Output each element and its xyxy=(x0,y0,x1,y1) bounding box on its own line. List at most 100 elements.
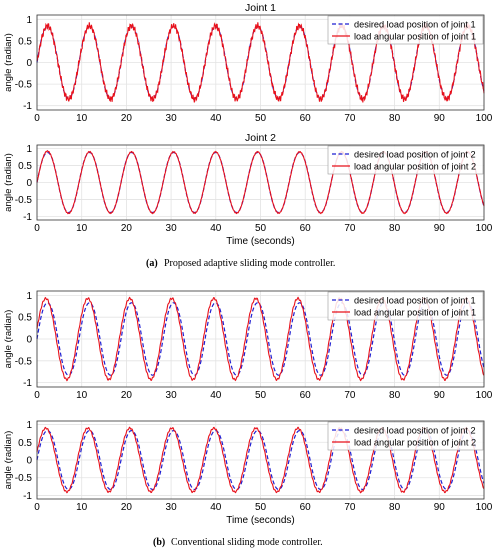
x-tick-label: 50 xyxy=(255,502,267,513)
y-tick-label: 1 xyxy=(26,144,32,155)
caption-b-text: Conventional sliding mode controller. xyxy=(171,537,323,548)
x-tick-label: 60 xyxy=(300,223,312,234)
x-tick-label: 100 xyxy=(476,113,493,124)
x-tick-label: 0 xyxy=(34,113,40,124)
legend: desired load position of joint 1 load ang… xyxy=(327,15,484,45)
chart-title: Joint 1 xyxy=(245,2,276,14)
y-tick-label: -1 xyxy=(23,491,32,502)
y-tick-label: -1 xyxy=(23,212,32,223)
y-tick-label: 0.5 xyxy=(18,36,32,47)
caption-a-text: Proposed adaptive sliding mode controlle… xyxy=(164,258,335,269)
legend-label: desired load position of joint 2 xyxy=(354,149,476,159)
y-axis-label: angle (radian) xyxy=(3,33,14,92)
y-axis-label: angle (radian) xyxy=(3,431,14,490)
legend: desired load position of joint 2 load ang… xyxy=(327,145,484,175)
legend-label: load angular position of joint 1 xyxy=(354,31,476,41)
legend-label: load angular position of joint 1 xyxy=(354,307,476,317)
y-axis-label: angle (radian) xyxy=(3,310,14,369)
series-line-actual xyxy=(36,426,485,494)
legend-box xyxy=(327,421,484,451)
caption-b-label: (b) xyxy=(153,537,165,548)
caption-b: (b) Conventional sliding mode controller… xyxy=(153,537,323,548)
x-tick-label: 30 xyxy=(166,223,178,234)
x-tick-label: 20 xyxy=(121,113,133,124)
x-tick-label: 90 xyxy=(434,390,446,401)
x-tick-label: 30 xyxy=(166,390,178,401)
x-tick-label: 60 xyxy=(300,502,312,513)
x-tick-label: 90 xyxy=(434,502,446,513)
x-tick-label: 50 xyxy=(255,390,267,401)
axes-frame xyxy=(36,290,485,388)
x-tick-label: 0 xyxy=(34,502,40,513)
x-tick-label: 10 xyxy=(76,502,88,513)
x-axis-label: Time (seconds) xyxy=(226,236,295,247)
y-tick-label: 0 xyxy=(26,178,32,189)
y-tick-label: 1 xyxy=(26,15,32,26)
x-tick-label: 90 xyxy=(434,223,446,234)
x-tick-label: 50 xyxy=(255,113,267,124)
legend-label: desired load position of joint 2 xyxy=(354,425,476,435)
y-tick-label: -0.5 xyxy=(15,195,33,206)
x-tick-label: 0 xyxy=(34,390,40,401)
y-tick-label: 0.5 xyxy=(18,438,32,449)
x-tick-label: 60 xyxy=(300,390,312,401)
y-tick-label: 0 xyxy=(26,456,32,467)
x-tick-label: 100 xyxy=(476,502,493,513)
x-tick-label: 40 xyxy=(210,223,222,234)
chart-title: Joint 2 xyxy=(245,132,276,144)
x-tick-label: 80 xyxy=(389,502,401,513)
x-tick-label: 40 xyxy=(210,113,222,124)
y-axis-label: angle (radian) xyxy=(3,153,14,212)
axes-frame xyxy=(36,420,485,500)
x-tick-label: 70 xyxy=(344,223,356,234)
legend-box xyxy=(327,291,484,321)
y-tick-label: 0 xyxy=(26,58,32,69)
x-tick-label: 10 xyxy=(76,390,88,401)
legend-label: desired load position of joint 1 xyxy=(354,19,476,29)
x-tick-label: 80 xyxy=(389,390,401,401)
series-line-actual xyxy=(36,21,485,103)
y-tick-label: -0.5 xyxy=(15,473,33,484)
x-tick-label: 70 xyxy=(344,502,356,513)
x-tick-label: 10 xyxy=(76,223,88,234)
x-tick-label: 80 xyxy=(389,223,401,234)
series-line-desired xyxy=(36,429,485,491)
x-tick-label: 20 xyxy=(121,223,133,234)
legend: desired load position of joint 2 load ang… xyxy=(327,421,484,451)
caption-a-label: (a) xyxy=(146,258,158,269)
chart-b2: 0 10 20 30 40 50 60 70 80 90 100 -1 -0.5 0 0.5 1 angle (… xyxy=(3,420,493,526)
x-axis-label: Time (seconds) xyxy=(226,515,295,526)
y-tick-label: 0.5 xyxy=(18,313,32,324)
legend-label: load angular position of joint 2 xyxy=(354,161,476,171)
axes-frame xyxy=(36,144,485,221)
y-tick-label: 1 xyxy=(26,420,32,431)
y-tick-label: 0.5 xyxy=(18,161,32,172)
chart-a2: 0 10 20 30 40 50 60 70 80 90 100 -1 -0.5 0 0.5 1 angle (… xyxy=(3,132,493,247)
x-tick-label: 10 xyxy=(76,113,88,124)
x-tick-label: 20 xyxy=(121,390,133,401)
y-tick-label: -0.5 xyxy=(15,80,33,91)
series-line-actual xyxy=(36,296,485,382)
caption-a: (a) Proposed adaptive sliding mode contr… xyxy=(146,258,335,269)
legend-label: desired load position of joint 1 xyxy=(354,295,476,305)
x-tick-label: 50 xyxy=(255,223,267,234)
x-tick-label: 30 xyxy=(166,113,178,124)
x-tick-label: 60 xyxy=(300,113,312,124)
x-tick-label: 40 xyxy=(210,390,222,401)
legend: desired load position of joint 1 load ang… xyxy=(327,291,484,321)
x-tick-label: 80 xyxy=(389,113,401,124)
x-tick-label: 40 xyxy=(210,502,222,513)
x-tick-label: 20 xyxy=(121,502,133,513)
series-line-actual xyxy=(36,149,485,215)
y-tick-label: -1 xyxy=(23,101,32,112)
legend-box xyxy=(327,15,484,45)
y-tick-label: -1 xyxy=(23,378,32,389)
x-tick-label: 100 xyxy=(476,223,493,234)
x-tick-label: 70 xyxy=(344,113,356,124)
x-tick-label: 100 xyxy=(476,390,493,401)
y-tick-label: 1 xyxy=(26,291,32,302)
x-tick-label: 0 xyxy=(34,223,40,234)
y-tick-label: 0 xyxy=(26,335,32,346)
